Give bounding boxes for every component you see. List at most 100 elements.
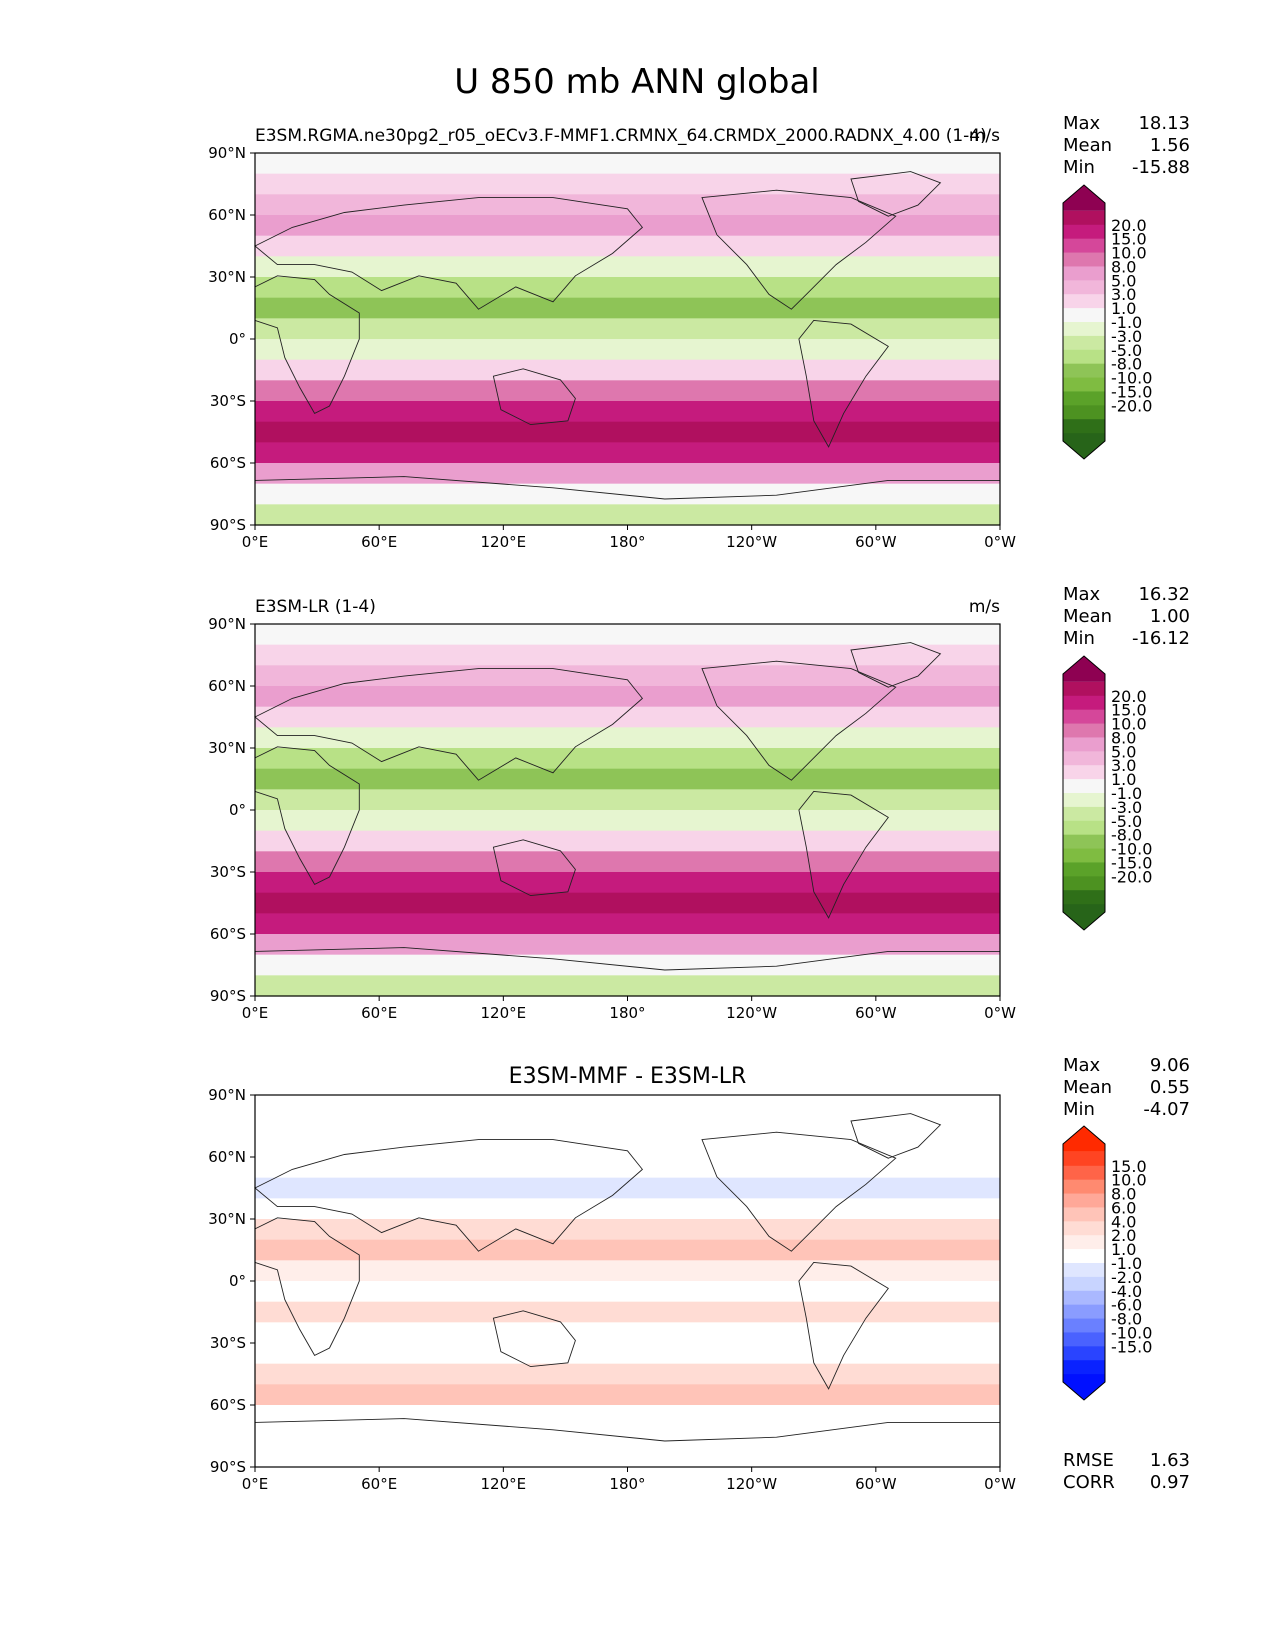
colorbar-segment xyxy=(1063,1304,1105,1320)
panel-2: 0°E 60°E 120°E 180° 120°W 60°W 0°W 90°N 60°N 30°N… xyxy=(208,584,1190,1022)
field-band xyxy=(255,256,1000,278)
coastline xyxy=(254,1139,644,1252)
colorbar-label: -15.0 xyxy=(1111,382,1152,401)
field-band xyxy=(255,359,1000,381)
stat-label: Max xyxy=(1063,1055,1101,1076)
field-band xyxy=(255,686,1000,708)
figure-title: U 850 mb ANN global xyxy=(454,62,820,102)
colorbar-segment xyxy=(1063,765,1105,780)
colorbar-segment xyxy=(1063,419,1105,434)
colorbar-segment xyxy=(1063,876,1105,891)
colorbar-label: 3.0 xyxy=(1111,756,1136,775)
x-tick-label: 0°W xyxy=(984,1004,1016,1022)
x-tick-label: 0°E xyxy=(242,1475,269,1493)
stat-value: 1.56 xyxy=(1150,135,1190,156)
y-tick-label: 60°N xyxy=(208,206,246,224)
field-band xyxy=(255,1446,1000,1468)
colorbar-segment xyxy=(1063,1290,1105,1306)
x-tick-label: 120°E xyxy=(481,1004,527,1022)
colorbar-label: -20.0 xyxy=(1111,867,1152,886)
colorbar-segment xyxy=(1063,1346,1105,1361)
field-band xyxy=(255,153,1000,175)
x-tick-label: 0°W xyxy=(984,533,1016,551)
metric-label: CORR xyxy=(1063,1472,1115,1493)
stat-label: Max xyxy=(1063,113,1101,134)
coastline xyxy=(492,839,576,897)
field-bands xyxy=(255,1095,1000,1468)
colorbar-segment xyxy=(1063,737,1105,752)
colorbar-segment xyxy=(1063,210,1105,226)
colorbar-segment xyxy=(1063,252,1105,267)
colorbar-label: -5.0 xyxy=(1111,812,1142,831)
y-tick-label: 90°S xyxy=(210,1458,246,1476)
field-bands xyxy=(255,153,1000,526)
x-tick-label: 120°W xyxy=(726,533,777,551)
colorbar-segment xyxy=(1063,224,1105,240)
field-band xyxy=(255,1322,1000,1344)
colorbar-segment xyxy=(1063,405,1105,420)
stat-label: Mean xyxy=(1063,1077,1112,1098)
colorbar-segment xyxy=(1063,1318,1105,1333)
x-tick-label: 0°E xyxy=(242,1004,269,1022)
panel-units: m/s xyxy=(969,126,1000,146)
coastline xyxy=(850,1113,942,1159)
colorbar-segment xyxy=(1063,308,1105,323)
field-band xyxy=(255,1198,1000,1220)
field-band xyxy=(255,1239,1000,1261)
colorbar-segment xyxy=(1063,1249,1105,1264)
field-band xyxy=(255,934,1000,956)
field-band xyxy=(255,665,1000,687)
colorbar-segment xyxy=(1063,709,1105,725)
colorbar-label: 15.0 xyxy=(1111,1157,1147,1176)
x-tick-label: 60°W xyxy=(855,1004,897,1022)
y-tick-label: 0° xyxy=(229,801,246,819)
colorbar-label: 6.0 xyxy=(1111,1198,1136,1217)
field-band xyxy=(255,1405,1000,1427)
colorbar-segment xyxy=(1063,1263,1105,1278)
coastline xyxy=(701,189,897,310)
colorbar-segment xyxy=(1063,695,1105,711)
colorbar-label: 5.0 xyxy=(1111,271,1136,290)
coastline xyxy=(254,668,644,781)
y-tick-label: 90°S xyxy=(210,516,246,534)
colorbar-segment xyxy=(1063,391,1105,406)
colorbar-segment xyxy=(1063,335,1105,351)
colorbar-label: -5.0 xyxy=(1111,341,1142,360)
colorbar-segment xyxy=(1063,1332,1105,1347)
colorbar-label: 5.0 xyxy=(1111,742,1136,761)
colorbar-extend-top xyxy=(1063,185,1105,211)
coastline xyxy=(798,1261,889,1390)
colorbar-label: -8.0 xyxy=(1111,1310,1142,1329)
colorbar-label: -1.0 xyxy=(1111,784,1142,803)
colorbar-label: 2.0 xyxy=(1111,1226,1136,1245)
metric-label: RMSE xyxy=(1063,1450,1114,1471)
colorbar-segment xyxy=(1063,848,1105,863)
colorbar-label: -1.0 xyxy=(1111,1254,1142,1273)
x-tick-label: 180° xyxy=(609,1475,645,1493)
colorbar-segment xyxy=(1063,1360,1105,1375)
stat-value: 18.13 xyxy=(1138,113,1190,134)
colorbar: 15.010.08.06.04.02.01.0-1.0-2.0-4.0-6.0-… xyxy=(1062,1125,1152,1401)
stat-label: Mean xyxy=(1063,135,1112,156)
x-tick-label: 60°W xyxy=(855,533,897,551)
field-band xyxy=(255,1095,1000,1117)
colorbar-segment xyxy=(1063,779,1105,794)
y-tick-label: 60°S xyxy=(210,925,246,943)
y-tick-label: 30°N xyxy=(208,268,246,286)
colorbar-label: 1.0 xyxy=(1111,299,1136,318)
colorbar-label: -8.0 xyxy=(1111,826,1142,845)
stat-value: -16.12 xyxy=(1132,628,1190,649)
field-band xyxy=(255,1425,1000,1447)
field-band xyxy=(255,463,1000,485)
colorbar-segment xyxy=(1063,1193,1105,1208)
colorbar-label: -8.0 xyxy=(1111,355,1142,374)
stat-value: -15.88 xyxy=(1132,157,1190,178)
colorbar-segment xyxy=(1063,1221,1105,1236)
panel-title-left: E3SM-LR (1-4) xyxy=(255,597,376,617)
x-tick-label: 60°W xyxy=(855,1475,897,1493)
colorbar-segment xyxy=(1063,806,1105,822)
coastline xyxy=(254,746,360,885)
colorbar-segment xyxy=(1063,723,1105,738)
field-band xyxy=(255,954,1000,976)
panel-units: m/s xyxy=(969,597,1000,617)
